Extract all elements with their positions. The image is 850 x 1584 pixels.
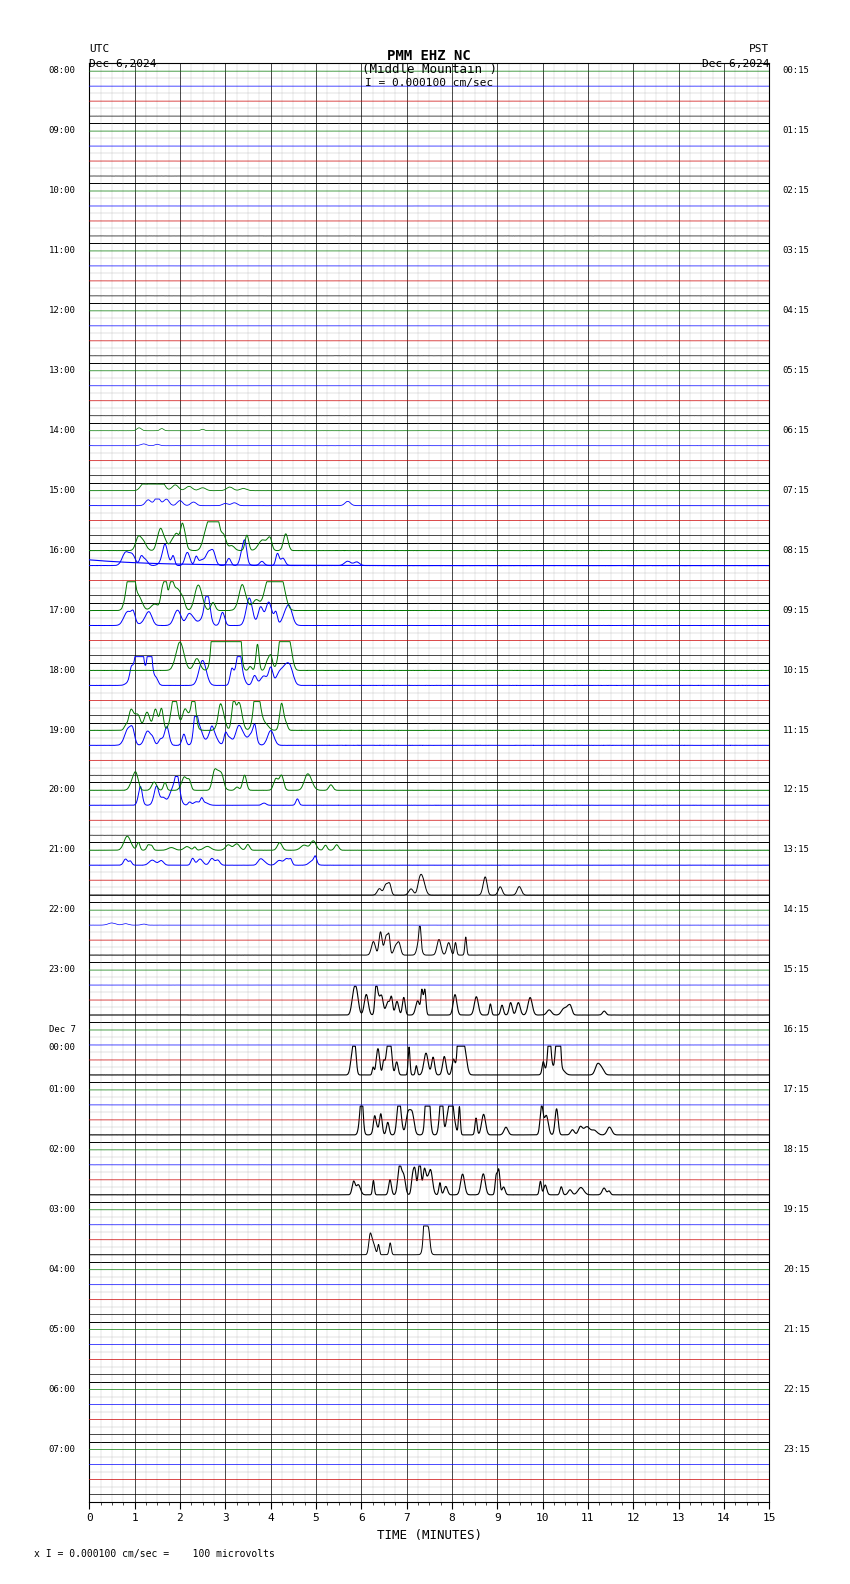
Text: 22:00: 22:00 [48,906,76,914]
Text: x I = 0.000100 cm/sec =    100 microvolts: x I = 0.000100 cm/sec = 100 microvolts [34,1549,275,1559]
Text: 21:00: 21:00 [48,846,76,854]
Text: 20:00: 20:00 [48,786,76,795]
Text: Dec 7: Dec 7 [48,1025,76,1034]
Text: 23:15: 23:15 [783,1445,810,1454]
Text: 02:00: 02:00 [48,1145,76,1155]
Text: 17:00: 17:00 [48,605,76,615]
Text: 04:00: 04:00 [48,1266,76,1274]
X-axis label: TIME (MINUTES): TIME (MINUTES) [377,1529,482,1541]
Text: 01:00: 01:00 [48,1085,76,1095]
Text: Dec 6,2024: Dec 6,2024 [89,59,156,68]
Text: PST: PST [749,44,769,54]
Text: Dec 6,2024: Dec 6,2024 [702,59,769,68]
Text: 12:00: 12:00 [48,306,76,315]
Text: 15:15: 15:15 [783,965,810,974]
Text: 05:00: 05:00 [48,1324,76,1334]
Text: 14:15: 14:15 [783,906,810,914]
Text: 23:00: 23:00 [48,965,76,974]
Text: 10:00: 10:00 [48,187,76,195]
Text: 20:15: 20:15 [783,1266,810,1274]
Text: 22:15: 22:15 [783,1384,810,1394]
Text: 07:00: 07:00 [48,1445,76,1454]
Text: 07:15: 07:15 [783,486,810,494]
Text: 13:00: 13:00 [48,366,76,375]
Text: 06:15: 06:15 [783,426,810,436]
Text: 11:00: 11:00 [48,246,76,255]
Text: 19:15: 19:15 [783,1205,810,1213]
Text: 08:15: 08:15 [783,546,810,554]
Text: 14:00: 14:00 [48,426,76,436]
Text: 03:15: 03:15 [783,246,810,255]
Text: 19:00: 19:00 [48,725,76,735]
Text: UTC: UTC [89,44,110,54]
Text: 15:00: 15:00 [48,486,76,494]
Text: 01:15: 01:15 [783,127,810,135]
Text: 21:15: 21:15 [783,1324,810,1334]
Text: 05:15: 05:15 [783,366,810,375]
Text: 16:15: 16:15 [783,1025,810,1034]
Text: PMM EHZ NC: PMM EHZ NC [388,49,471,63]
Text: 18:00: 18:00 [48,665,76,675]
Text: 02:15: 02:15 [783,187,810,195]
Text: 12:15: 12:15 [783,786,810,795]
Text: 03:00: 03:00 [48,1205,76,1213]
Text: 09:15: 09:15 [783,605,810,615]
Text: 17:15: 17:15 [783,1085,810,1095]
Text: 00:15: 00:15 [783,67,810,76]
Text: (Middle Mountain ): (Middle Mountain ) [362,63,496,76]
Text: 10:15: 10:15 [783,665,810,675]
Text: 00:00: 00:00 [48,1044,76,1052]
Text: 13:15: 13:15 [783,846,810,854]
Text: 18:15: 18:15 [783,1145,810,1155]
Text: I = 0.000100 cm/sec: I = 0.000100 cm/sec [366,78,493,87]
Text: 11:15: 11:15 [783,725,810,735]
Text: 06:00: 06:00 [48,1384,76,1394]
Text: 16:00: 16:00 [48,546,76,554]
Text: 09:00: 09:00 [48,127,76,135]
Text: 04:15: 04:15 [783,306,810,315]
Text: 08:00: 08:00 [48,67,76,76]
